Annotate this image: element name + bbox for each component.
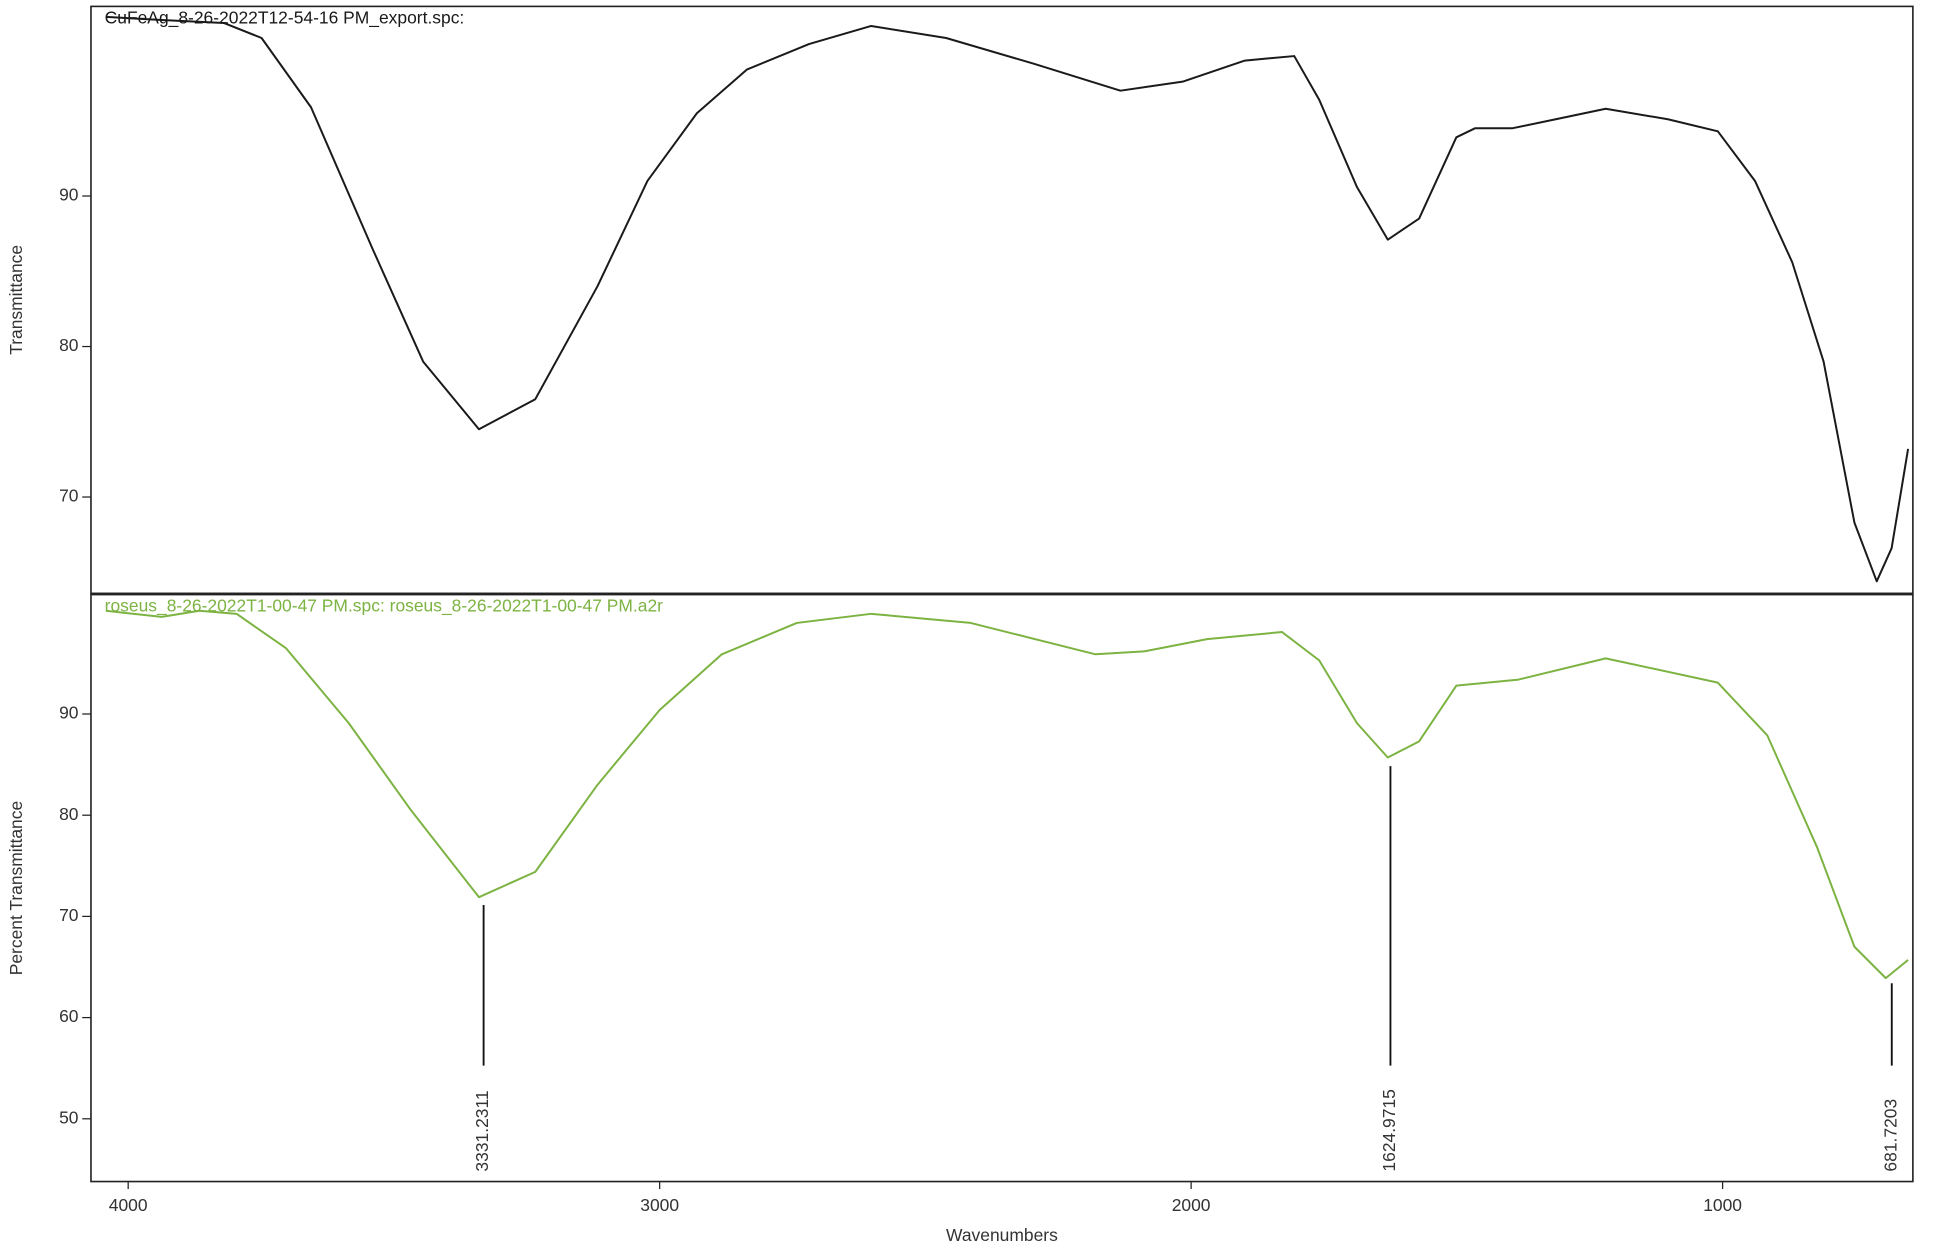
y-tick-label: 90 (59, 703, 79, 723)
x-tick-label: 2000 (1172, 1195, 1211, 1215)
spectrum-line (105, 15, 1910, 583)
y-axis-label: Percent Transmittance (6, 801, 26, 975)
y-axis-label: Transmittance (6, 245, 26, 355)
y-tick-label: 60 (59, 1006, 79, 1026)
x-tick-label: 4000 (109, 1195, 148, 1215)
plot-frame (90, 5, 1914, 595)
y-tick-label: 50 (59, 1107, 79, 1127)
panel-title: roseus_8-26-2022T1-00-47 PM.spc: roseus_… (105, 596, 663, 617)
peak-label: 681.7203 (1880, 1099, 1900, 1172)
x-tick-label: 1000 (1703, 1195, 1742, 1215)
x-tick-label: 3000 (640, 1195, 679, 1215)
y-tick-label: 70 (59, 905, 79, 925)
peak-label: 3331.2311 (472, 1090, 492, 1171)
peak-label: 1624.9715 (1379, 1089, 1399, 1171)
plot-frame (90, 593, 1914, 1183)
spectrum-line (105, 609, 1909, 980)
x-axis-label: Wavenumbers (946, 1225, 1058, 1245)
y-tick-label: 80 (59, 335, 79, 355)
y-tick-label: 80 (59, 804, 79, 824)
y-tick-label: 70 (59, 486, 79, 506)
panel-title: CuFeAg_8-26-2022T12-54-16 PM_export.spc: (105, 7, 465, 28)
y-tick-label: 90 (59, 185, 79, 205)
